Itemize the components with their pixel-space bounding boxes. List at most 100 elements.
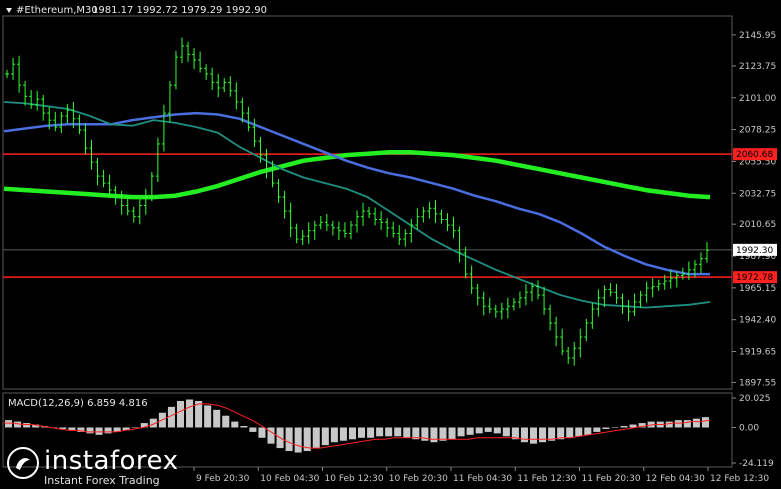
macd-histogram-bar: [539, 427, 547, 443]
price-bar: [584, 318, 589, 342]
price-tick-label: 1965.15: [739, 284, 776, 294]
macd-histogram-bar: [611, 427, 619, 428]
macd-histogram-bar: [195, 400, 203, 428]
price-bar: [336, 221, 341, 240]
price-badge-box: [733, 148, 777, 161]
price-bar: [240, 97, 245, 123]
price-bar: [276, 178, 281, 203]
price-bar: [300, 229, 305, 245]
macd-histogram-bar: [113, 427, 121, 432]
time-tick-label: 11 Feb 12:30: [517, 474, 576, 484]
price-bar: [198, 51, 203, 73]
price-bar: [457, 226, 462, 263]
macd-histogram-bar: [213, 409, 221, 428]
price-bar: [578, 328, 583, 358]
price-bar: [167, 80, 172, 123]
watermark-brand: instaforex: [44, 446, 179, 476]
time-axis: 9 Feb 20:30 10 Feb 04:30 10 Feb 12:30 10 Fe…: [193, 467, 769, 484]
macd-histogram-bar: [457, 427, 465, 437]
price-badge: 1972.78: [733, 271, 777, 284]
macd-histogram-bar: [122, 427, 130, 431]
macd-histogram-bar: [448, 427, 456, 440]
price-bar: [252, 118, 257, 148]
price-bar: [270, 160, 275, 188]
price-bar: [566, 346, 571, 364]
symbol-label: #Ethereum,M30: [16, 5, 98, 16]
price-badge-box: [733, 243, 777, 256]
price-bar: [427, 202, 432, 219]
macd-panel-frame: [2, 392, 733, 468]
price-bar: [161, 104, 166, 152]
price-bar: [5, 69, 10, 79]
macd-histogram-bar: [566, 427, 574, 438]
price-tick-label: 2032.75: [739, 189, 776, 199]
ohlc-readout: 1981.17 1992.72 1979.29 1992.90: [92, 5, 267, 16]
macd-histogram-bar: [131, 427, 139, 428]
macd-histogram-bar: [529, 427, 538, 444]
macd-histogram-bar: [475, 427, 483, 434]
macd-histogram-bar: [683, 420, 691, 428]
price-bar: [517, 291, 522, 308]
price-bar: [119, 190, 124, 215]
price-bar: [367, 206, 372, 219]
price-bar: [529, 282, 534, 302]
macd-histogram-bar: [593, 427, 601, 432]
macd-histogram-bar: [439, 427, 447, 441]
macd-histogram-bar: [484, 427, 492, 432]
price-bar: [439, 209, 444, 224]
price-bar: [505, 297, 510, 319]
price-bar: [572, 341, 577, 366]
price-bar: [475, 283, 480, 306]
price-bar: [324, 213, 329, 231]
price-badge: 2060.68: [733, 148, 777, 161]
macd-histogram-bar: [602, 427, 610, 429]
macd-histogram-bar: [692, 418, 700, 428]
price-tick-label: 2078.25: [739, 126, 776, 136]
price-panel-frame: [2, 15, 733, 390]
price-bar: [204, 64, 209, 80]
price-bar: [656, 279, 661, 291]
price-bar: [83, 123, 88, 155]
macd-histogram-bar: [339, 427, 347, 441]
price-bar: [210, 67, 215, 90]
price-bar: [47, 106, 52, 130]
macd-histogram-bar: [59, 427, 67, 429]
price-bar: [704, 241, 709, 263]
dropdown-icon[interactable]: [6, 8, 12, 13]
price-bar: [638, 290, 643, 308]
price-bar: [173, 50, 178, 90]
moving-average-3: [3, 101, 711, 309]
macd-histogram-bar: [385, 427, 393, 437]
macd-tick-label: 0.00: [739, 423, 759, 433]
price-bar: [355, 210, 359, 233]
macd-histogram-bar: [68, 427, 76, 431]
macd-histogram-bar: [167, 406, 175, 428]
level-lines: [3, 153, 732, 278]
watermark: instaforex Instant Forex Trading: [4, 444, 184, 488]
price-bar: [294, 223, 299, 244]
macd-histogram-bar: [330, 427, 338, 443]
price-bar: [186, 41, 191, 62]
price-badge-text: 1972.78: [736, 273, 773, 283]
price-bar: [17, 55, 22, 93]
price-bar: [306, 222, 311, 244]
macd-histogram-bar: [140, 423, 148, 428]
price-axis: 2145.95 2123.75 2101.00 2078.25 2055.50 2032.…: [732, 31, 776, 388]
price-bar: [143, 188, 148, 215]
price-bar: [246, 106, 251, 132]
price-tick-label: 1987.90: [739, 252, 776, 262]
macd-histogram-bar: [367, 427, 375, 438]
price-bar: [433, 199, 438, 224]
macd-histogram-bar: [249, 427, 257, 432]
price-bar: [318, 215, 323, 230]
macd-histogram-bar: [294, 427, 302, 453]
price-bar: [264, 148, 269, 179]
price-bar: [89, 139, 94, 170]
macd-histogram-bar: [204, 405, 212, 428]
price-grid: [2, 15, 733, 468]
time-tick-label: 11 Feb 04:30: [453, 474, 512, 484]
price-bar: [180, 37, 185, 64]
price-bar: [487, 297, 492, 314]
price-bar: [662, 274, 667, 290]
